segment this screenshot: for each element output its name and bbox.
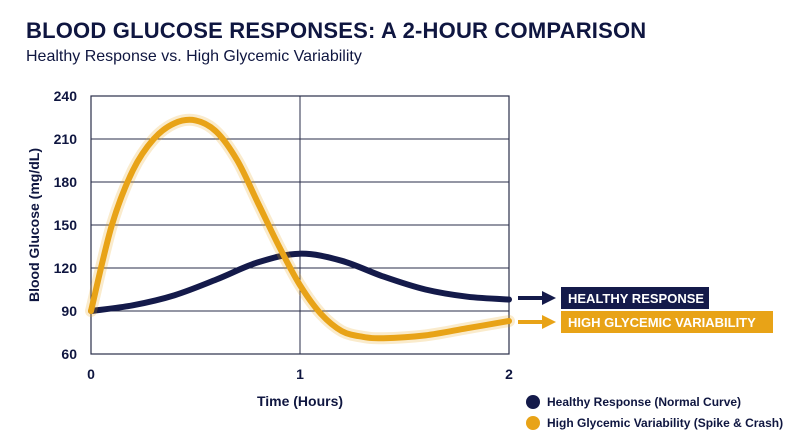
legend-label: High Glycemic Variability (Spike & Crash… [547,416,783,430]
plot-frame [90,95,510,355]
legend-label: Healthy Response (Normal Curve) [547,395,741,409]
y-tick-label: 210 [54,131,78,147]
y-tick-label: 120 [54,260,78,276]
y-tick-label: 90 [61,303,77,319]
x-tick-label: 2 [505,366,513,382]
x-axis-title: Time (Hours) [257,393,343,409]
chart-subtitle: Healthy Response vs. High Glycemic Varia… [26,48,362,65]
tag-arrow-head [542,315,556,329]
legend-marker [526,416,540,430]
legend-marker [526,395,540,409]
series-tags: HEALTHY RESPONSE HIGH GLYCEMIC VARIABILIT… [518,287,773,333]
y-tick-label: 60 [61,346,77,362]
series-tag-label: HEALTHY RESPONSE [568,291,704,306]
y-tick-label: 150 [54,217,78,233]
tag-arrow-head [542,291,556,305]
chart-title: BLOOD GLUCOSE RESPONSES: A 2-HOUR COMPAR… [26,18,647,43]
series-tag-box [561,287,709,309]
legend: Healthy Response (Normal Curve) High Glyc… [526,395,783,430]
series-tag-box [561,311,773,333]
x-tick-label: 1 [296,366,304,382]
y-tick-label: 180 [54,174,78,190]
y-tick-label: 240 [54,88,78,104]
series-tag-label: HIGH GLYCEMIC VARIABILITY [568,315,756,330]
axes: 60 90 120 150 180 210 240 0 1 2 Time (Hours) Blood … [26,88,513,409]
series-line-high-variability [88,116,512,342]
series-layer [85,113,515,345]
x-tick-label: 0 [87,366,95,382]
series-line-healthy [88,250,512,314]
y-axis-title: Blood Glucose (mg/dL) [26,148,42,302]
